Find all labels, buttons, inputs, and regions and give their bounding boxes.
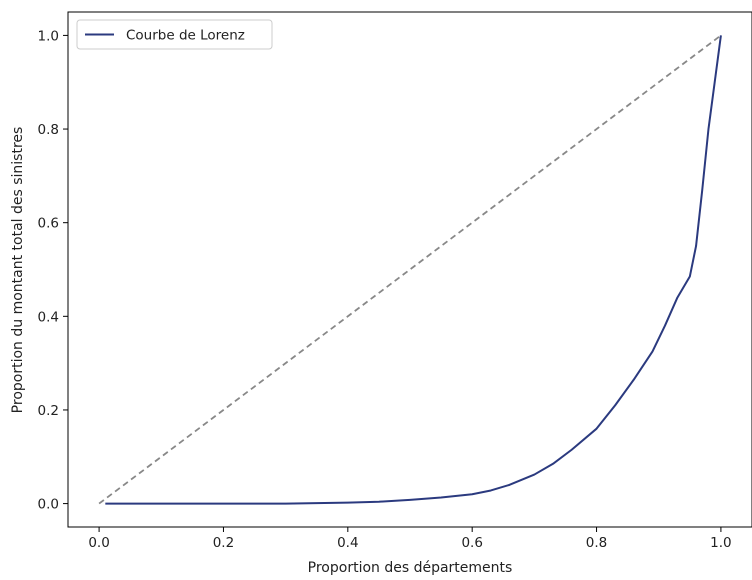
- y-tick-label: 0.4: [38, 309, 59, 325]
- y-tick-label: 0.8: [38, 122, 59, 138]
- y-tick-label: 0.6: [38, 216, 59, 232]
- y-tick-label: 1.0: [38, 28, 59, 44]
- x-tick-label: 0.8: [586, 535, 607, 551]
- x-tick-label: 0.6: [461, 535, 482, 551]
- legend: Courbe de Lorenz: [76, 19, 273, 50]
- legend-entry-label: Courbe de Lorenz: [126, 28, 245, 44]
- y-tick-label: 0.2: [38, 403, 59, 419]
- axes-frame: [67, 11, 752, 528]
- ticks-layer: 0.0 0.2 0.4 0.6 0.8 1.0 0.0 0.2 0.4 0.6 0.8 1.0: [38, 28, 732, 551]
- x-tick-label: 0.0: [88, 535, 109, 551]
- lorenz-curve-line: [105, 35, 722, 505]
- x-axis-label: Proportion des départements: [308, 560, 513, 576]
- equality-reference-line: [98, 34, 722, 505]
- plot-layer: [98, 34, 722, 505]
- x-tick-label: 0.4: [337, 535, 358, 551]
- x-tick-label: 0.2: [213, 535, 234, 551]
- y-tick-label: 0.0: [38, 497, 59, 513]
- y-axis-label: Proportion du montant total des sinistre…: [10, 127, 26, 414]
- legend-frame: [76, 19, 273, 50]
- x-tick-label: 1.0: [710, 535, 731, 551]
